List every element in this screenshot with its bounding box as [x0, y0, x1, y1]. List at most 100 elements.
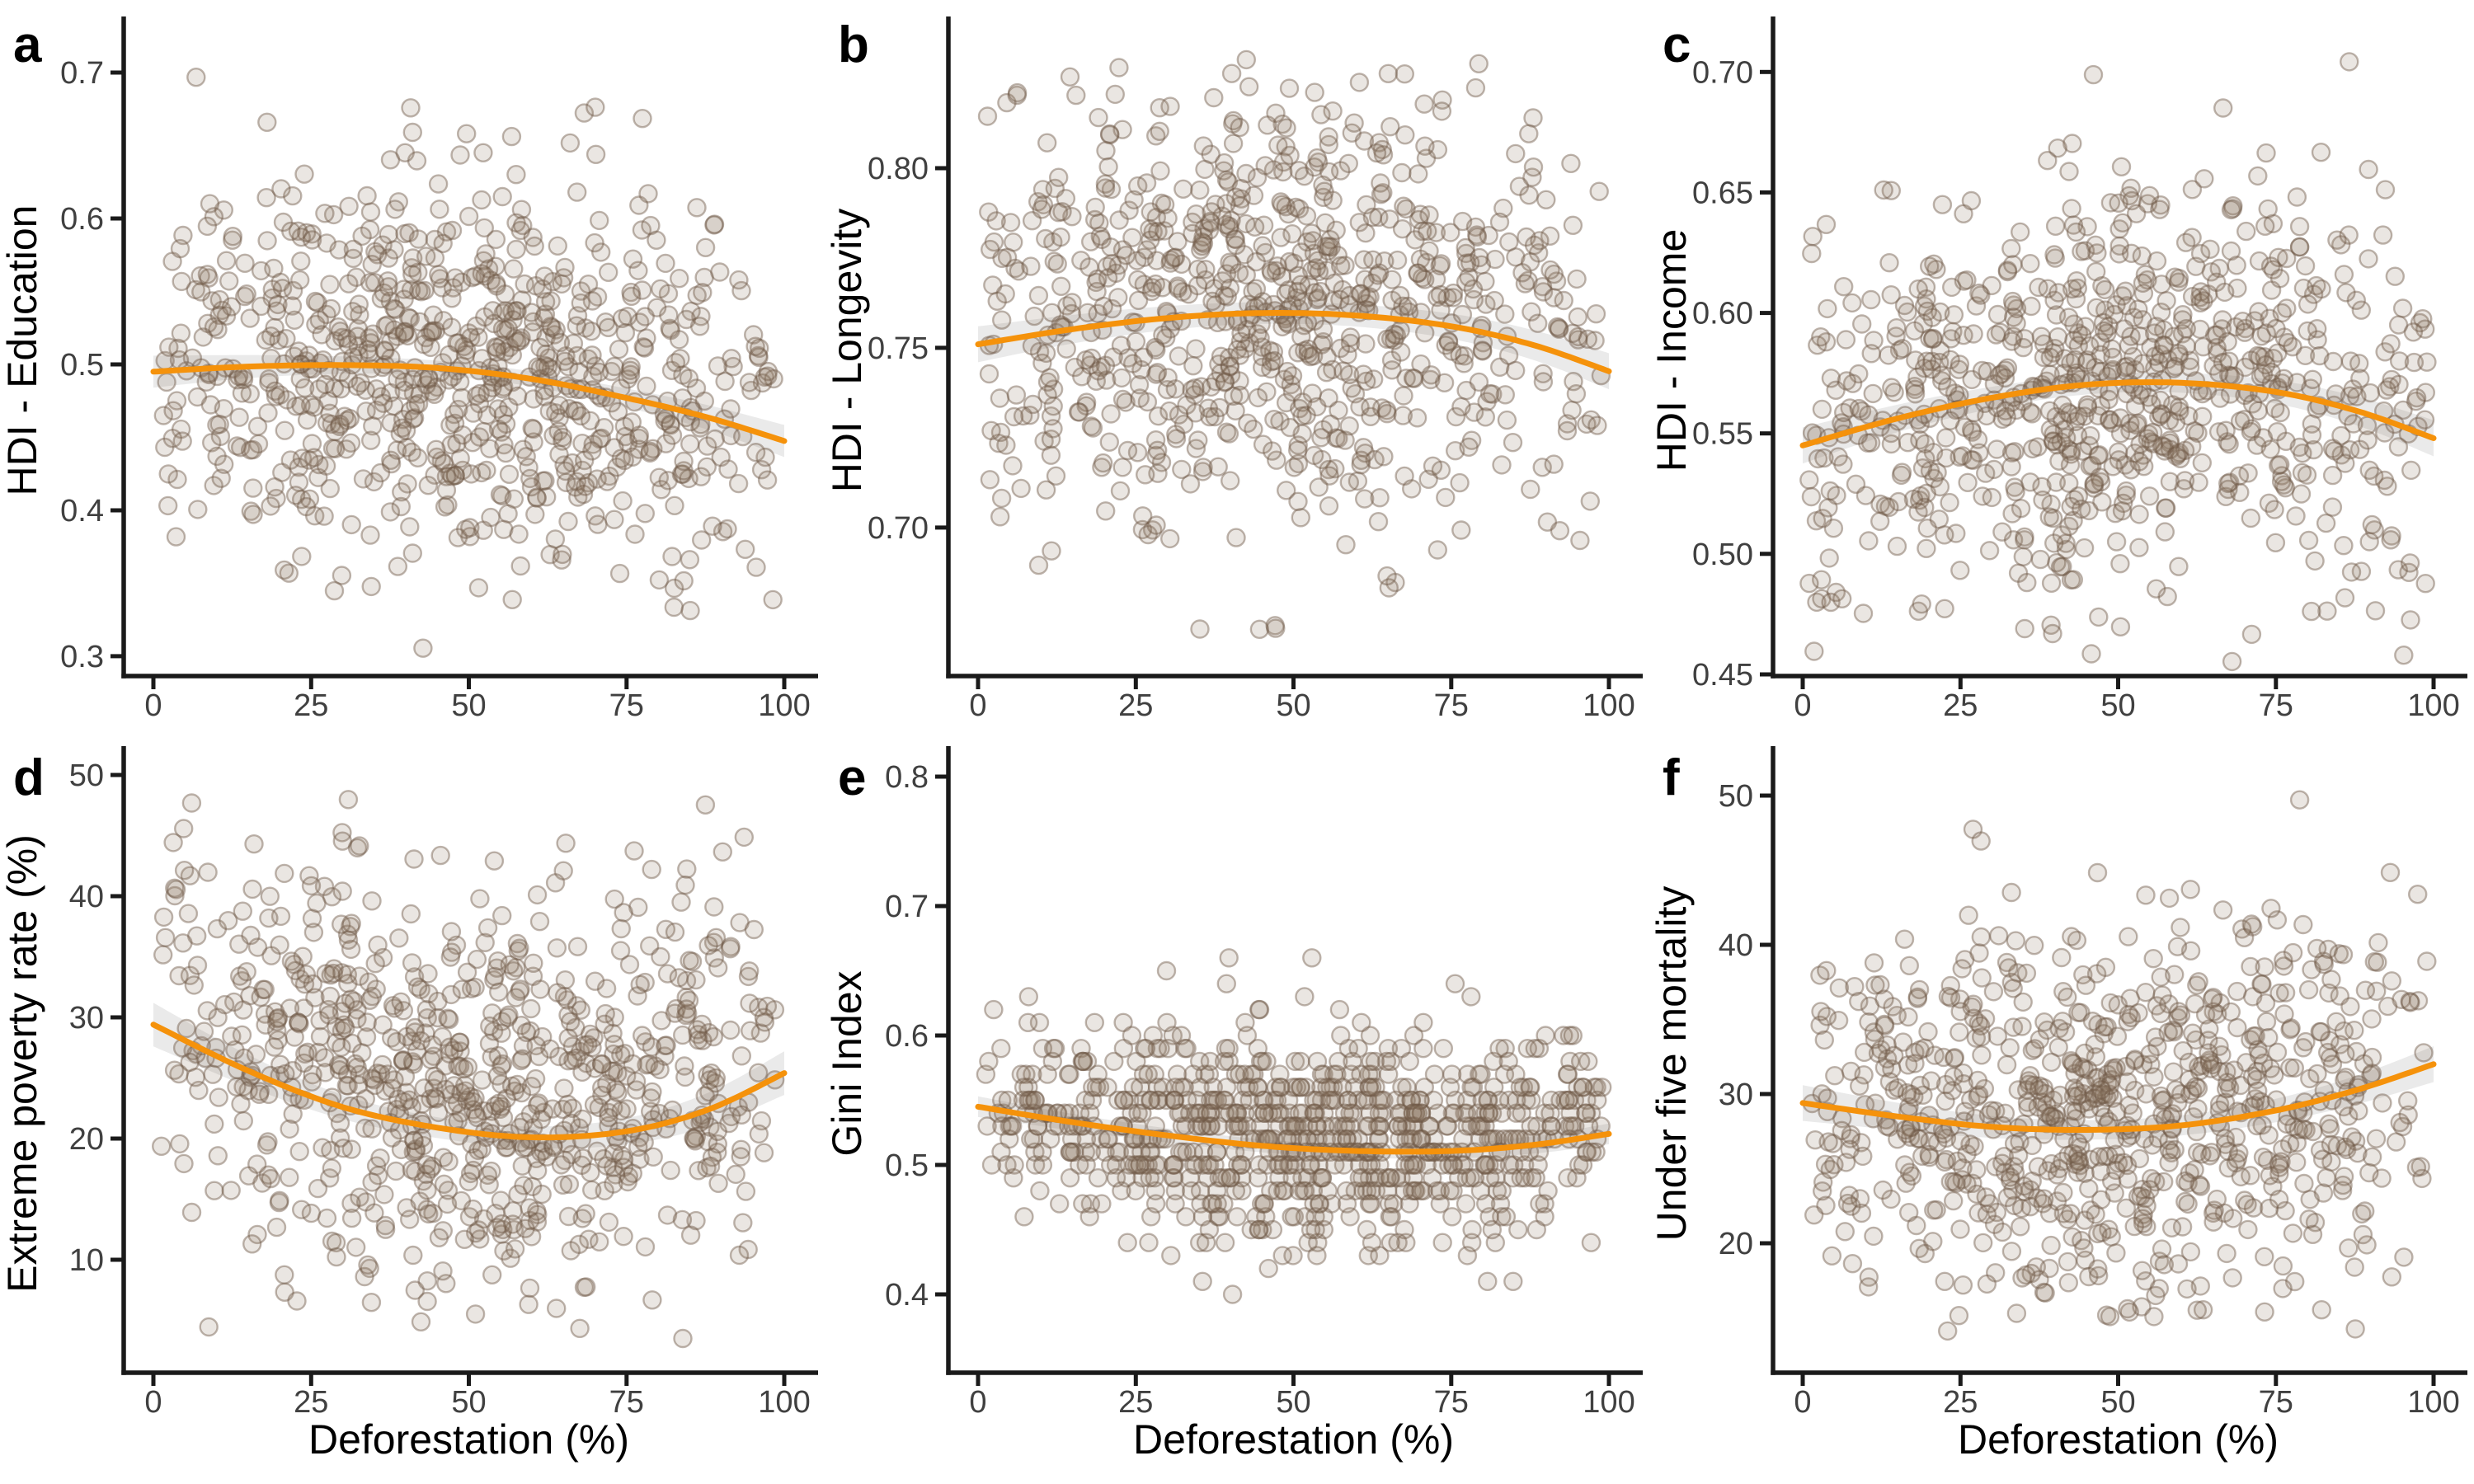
svg-text:0: 0 — [969, 688, 986, 723]
panel-c: 0.45 0.50 0.55 0.60 0.65 0.70 0 25 50 75 100 HDI - … — [1649, 0, 2474, 742]
scatter-points — [977, 49, 1611, 639]
y-axis-ticks — [111, 70, 124, 659]
y-axis-ticks — [1760, 793, 1773, 1246]
svg-text:0: 0 — [144, 1385, 162, 1420]
svg-text:0.75: 0.75 — [868, 331, 929, 366]
svg-text:25: 25 — [294, 688, 328, 723]
panel-letter: c — [1663, 16, 1691, 73]
trend-line — [975, 1103, 1612, 1155]
panel-b: 0.70 0.75 0.80 0 25 50 75 100 HDI - Longevity b — [825, 0, 1649, 742]
x-axis-ticks — [976, 676, 1611, 689]
svg-text:100: 100 — [1583, 688, 1634, 723]
panel-letter: b — [838, 16, 869, 73]
scatter-plot-hdi-education: 0.3 0.4 0.5 0.6 0.7 0 25 50 75 100 HDI - Education… — [0, 16, 818, 723]
x-axis-ticks — [976, 1373, 1611, 1386]
svg-text:0.70: 0.70 — [1692, 55, 1753, 90]
y-axis-tick-labels: 0.45 0.50 0.55 0.60 0.65 0.70 — [1692, 55, 1753, 693]
x-axis-ticks — [1800, 676, 2436, 689]
panel-d: 10 20 30 40 50 0 25 50 75 100 Extreme poverty rate… — [0, 742, 825, 1484]
scatter-plot-extreme-poverty: 10 20 30 40 50 0 25 50 75 100 Extreme poverty rate… — [0, 746, 818, 1463]
scatter-points — [1802, 790, 2437, 1341]
svg-text:25: 25 — [1943, 688, 1978, 723]
svg-text:0.4: 0.4 — [885, 1278, 929, 1313]
svg-text:75: 75 — [1434, 688, 1469, 723]
svg-text:100: 100 — [758, 1385, 810, 1420]
trend-line — [975, 310, 1612, 374]
panel-letter: e — [838, 749, 866, 806]
x-axis-ticks — [151, 676, 787, 689]
y-axis-ticks — [1760, 69, 1773, 677]
x-axis-title: Deforestation (%) — [308, 1416, 629, 1463]
trend-line — [150, 1021, 788, 1141]
x-axis-tick-labels: 0 25 50 75 100 — [969, 688, 1634, 723]
x-axis-title: Deforestation (%) — [1958, 1416, 2279, 1463]
y-axis-title: HDI - Income — [1649, 229, 1695, 472]
svg-text:0.50: 0.50 — [1692, 538, 1753, 572]
svg-text:75: 75 — [1434, 1385, 1469, 1420]
panel-f: 20 30 40 50 0 25 50 75 100 Under five mortality De… — [1649, 742, 2474, 1484]
x-axis-tick-labels: 0 25 50 75 100 — [144, 688, 810, 723]
svg-text:0.7: 0.7 — [60, 56, 104, 91]
svg-text:0.55: 0.55 — [1692, 417, 1753, 452]
svg-text:0.65: 0.65 — [1692, 176, 1753, 210]
y-axis-title: Gini Index — [825, 970, 870, 1156]
panel-a: 0.3 0.4 0.5 0.6 0.7 0 25 50 75 100 HDI - Education… — [0, 0, 825, 742]
x-axis-tick-labels: 0 25 50 75 100 — [144, 1385, 810, 1420]
svg-text:0.45: 0.45 — [1692, 658, 1753, 693]
trend-line — [150, 362, 788, 444]
y-axis-tick-labels: 10 20 30 40 50 — [69, 758, 104, 1278]
svg-text:50: 50 — [1276, 688, 1310, 723]
y-axis-title: Extreme poverty rate (%) — [0, 834, 45, 1293]
svg-text:20: 20 — [69, 1122, 104, 1157]
svg-text:0.5: 0.5 — [885, 1148, 929, 1183]
svg-text:75: 75 — [2259, 688, 2293, 723]
confidence-band — [1803, 372, 2434, 464]
svg-text:0.8: 0.8 — [885, 760, 929, 795]
trend-line — [1799, 1061, 2437, 1133]
x-axis-tick-labels: 0 25 50 75 100 — [969, 1385, 1634, 1420]
scatter-points — [153, 67, 783, 658]
svg-text:0.6: 0.6 — [885, 1019, 929, 1054]
scatter-plot-hdi-income: 0.45 0.50 0.55 0.60 0.65 0.70 0 25 50 75 100 HDI - … — [1649, 16, 2467, 723]
svg-text:0.60: 0.60 — [1692, 297, 1753, 331]
y-axis-tick-labels: 0.70 0.75 0.80 — [868, 152, 929, 546]
svg-text:0.70: 0.70 — [868, 511, 929, 546]
y-axis-ticks — [935, 774, 948, 1297]
svg-text:0.5: 0.5 — [60, 348, 104, 383]
svg-text:0: 0 — [969, 1385, 986, 1420]
y-axis-ticks — [111, 773, 124, 1262]
svg-text:100: 100 — [2407, 688, 2459, 723]
x-axis-ticks — [1800, 1373, 2436, 1386]
confidence-band — [1803, 1046, 2434, 1140]
svg-text:25: 25 — [1118, 1385, 1153, 1420]
svg-text:50: 50 — [1276, 1385, 1310, 1420]
panel-letter: a — [13, 16, 42, 73]
svg-text:0.80: 0.80 — [868, 152, 929, 186]
panel-letter: d — [13, 749, 45, 806]
svg-text:40: 40 — [69, 880, 104, 914]
svg-text:50: 50 — [2100, 688, 2135, 723]
svg-text:100: 100 — [758, 688, 810, 723]
panel-letter: f — [1663, 749, 1680, 806]
y-axis-title: Under five mortality — [1649, 886, 1695, 1242]
scatter-points — [976, 948, 1612, 1304]
y-axis-tick-labels: 0.4 0.5 0.6 0.7 0.8 — [885, 760, 929, 1313]
svg-text:0: 0 — [144, 688, 162, 723]
svg-text:75: 75 — [609, 1385, 644, 1420]
panel-e: 0.4 0.5 0.6 0.7 0.8 0 25 50 75 100 Gini Index Defor… — [825, 742, 1649, 1484]
svg-text:50: 50 — [451, 688, 486, 723]
x-axis-ticks — [151, 1373, 787, 1386]
svg-text:0.6: 0.6 — [60, 202, 104, 237]
x-axis-tick-labels: 0 25 50 75 100 — [1794, 688, 2459, 723]
svg-text:0.4: 0.4 — [60, 494, 104, 528]
y-axis-tick-labels: 0.3 0.4 0.5 0.6 0.7 — [60, 56, 104, 674]
trend-line — [1799, 379, 2437, 448]
y-axis-ticks — [935, 166, 948, 530]
scatter-plot-hdi-longevity: 0.70 0.75 0.80 0 25 50 75 100 HDI - Longevity b — [825, 16, 1643, 723]
x-axis-title: Deforestation (%) — [1133, 1416, 1454, 1463]
scatter-points — [1799, 52, 2437, 672]
y-axis-title: HDI - Education — [0, 205, 45, 496]
confidence-band — [153, 1003, 784, 1148]
